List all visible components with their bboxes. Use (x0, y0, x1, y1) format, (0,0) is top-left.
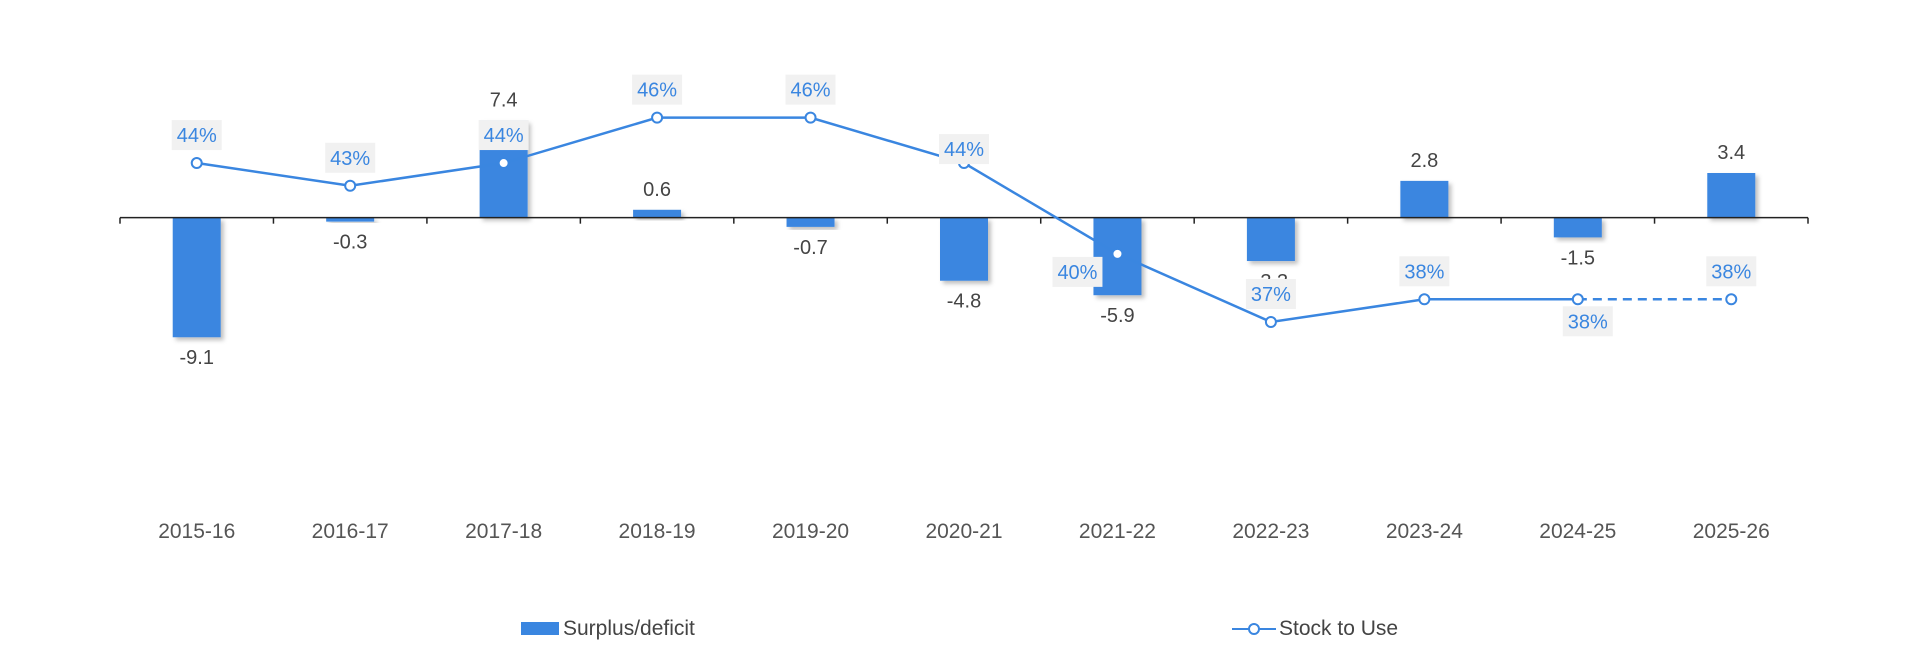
pct-label: 37% (1251, 284, 1291, 306)
line-point[interactable] (804, 111, 817, 124)
line-point[interactable] (1725, 293, 1738, 306)
bar[interactable] (633, 209, 682, 218)
legend-bar-swatch (521, 622, 559, 635)
pct-label-box (1399, 256, 1450, 287)
pct-label-box (939, 134, 989, 165)
category-label: 2021-22 (1079, 520, 1156, 543)
pct-label: 38% (1568, 311, 1608, 333)
legend-label-surplus: Surplus/deficit (563, 617, 695, 640)
bar-value-label: 7.4 (490, 89, 518, 111)
pct-label-box (171, 120, 222, 151)
pct-label: 44% (944, 139, 984, 161)
line-point[interactable] (1264, 315, 1277, 328)
pct-label-box (1052, 256, 1103, 287)
pct-label: 46% (637, 80, 677, 102)
bar-value-label: -9.1 (179, 347, 213, 369)
bar[interactable] (786, 217, 835, 227)
bar[interactable] (172, 217, 221, 338)
line-point[interactable] (190, 157, 203, 170)
legend-marker-swatch (1248, 623, 1260, 635)
bar[interactable] (940, 217, 988, 281)
category-label: 2020-21 (925, 520, 1002, 543)
bar-value-label: 0.6 (643, 179, 671, 201)
category-label: 2016-17 (312, 520, 389, 543)
pct-label-box (1706, 256, 1757, 287)
bar[interactable] (1400, 180, 1449, 218)
bar-value-label: -5.9 (1100, 305, 1134, 327)
category-label: 2022-23 (1232, 520, 1309, 543)
category-label: 2019-20 (772, 520, 849, 543)
pct-label: 43% (330, 148, 370, 170)
line-point[interactable] (1418, 293, 1431, 306)
category-label: 2023-24 (1386, 520, 1463, 543)
category-labels: 2015-16 2016-17 2017-18 2018-19 2019-20 2020-… (158, 520, 1770, 543)
category-label: 2025-26 (1693, 520, 1770, 543)
line-point[interactable] (651, 111, 664, 124)
pct-label-box (325, 142, 376, 173)
bar-value-label: -0.7 (793, 237, 827, 259)
line-point[interactable] (1111, 247, 1124, 260)
pct-label: 46% (791, 80, 831, 102)
pct-label: 38% (1404, 261, 1444, 283)
pct-label-box (478, 120, 529, 151)
bar[interactable] (326, 217, 375, 222)
pct-label: 44% (484, 125, 524, 147)
pct-label: 38% (1711, 261, 1751, 283)
legend-item-surplus[interactable]: Surplus/deficit (521, 617, 695, 640)
pct-label-box (785, 74, 836, 105)
line-layer (190, 111, 1738, 328)
bar[interactable] (1246, 217, 1295, 262)
bar-value-label: -1.5 (1561, 247, 1595, 269)
pct-label-box (632, 74, 683, 105)
legend-item-stock-to-use[interactable]: Stock to Use (1232, 617, 1398, 640)
category-label: 2015-16 (158, 520, 235, 543)
legend: Surplus/deficit Stock to Use (521, 617, 1398, 640)
pct-label: 40% (1057, 262, 1097, 284)
pct-label-box (1562, 306, 1613, 337)
pct-label-box (1245, 278, 1296, 309)
axis-ticks (119, 217, 1809, 224)
line-point[interactable] (344, 179, 357, 192)
bar-value-label: 3.4 (1717, 142, 1745, 164)
bar-value-label: -4.8 (947, 291, 981, 313)
pct-labels-layer: 44% 43% 44% 46% 46% 44% 40% 37% 38% 38% 38% (171, 74, 1757, 337)
bar[interactable] (1553, 217, 1602, 238)
pct-label: 44% (177, 125, 217, 147)
bar-value-label: -0.3 (333, 232, 367, 254)
category-label: 2024-25 (1539, 520, 1616, 543)
line-point[interactable] (497, 157, 510, 170)
legend-label-stock-to-use: Stock to Use (1279, 617, 1398, 640)
category-label: 2018-19 (619, 520, 696, 543)
bar-value-label: 2.8 (1410, 150, 1438, 172)
line-series-actual (196, 116, 1578, 324)
category-label: 2017-18 (465, 520, 542, 543)
bar[interactable] (1707, 173, 1756, 218)
line-point[interactable] (1571, 293, 1584, 306)
